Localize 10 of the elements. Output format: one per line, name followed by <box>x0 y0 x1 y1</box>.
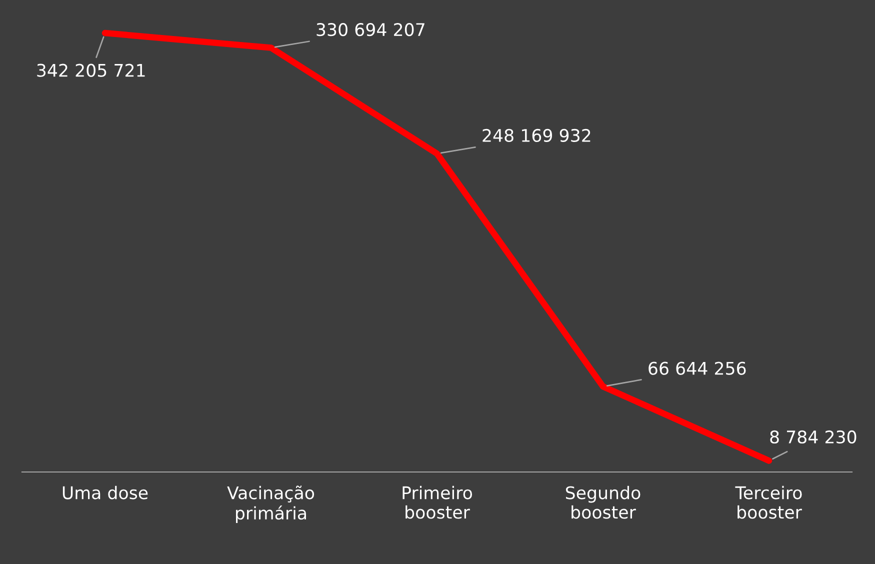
x-tick-label: Primeiro booster <box>402 486 472 519</box>
data-label: 330 694 207 <box>316 23 424 36</box>
data-label: 8 784 230 <box>770 430 856 444</box>
x-tick-label: Segundo booster <box>566 486 640 519</box>
x-tick-label: Terceiro booster <box>735 486 802 519</box>
x-tick-label: Vacinação primária <box>227 486 314 523</box>
x-tick-label: Uma dose <box>62 486 148 500</box>
data-label: 248 169 932 <box>482 128 590 142</box>
data-label: 342 205 721 <box>37 64 145 77</box>
data-label: 66 644 256 <box>648 362 746 375</box>
